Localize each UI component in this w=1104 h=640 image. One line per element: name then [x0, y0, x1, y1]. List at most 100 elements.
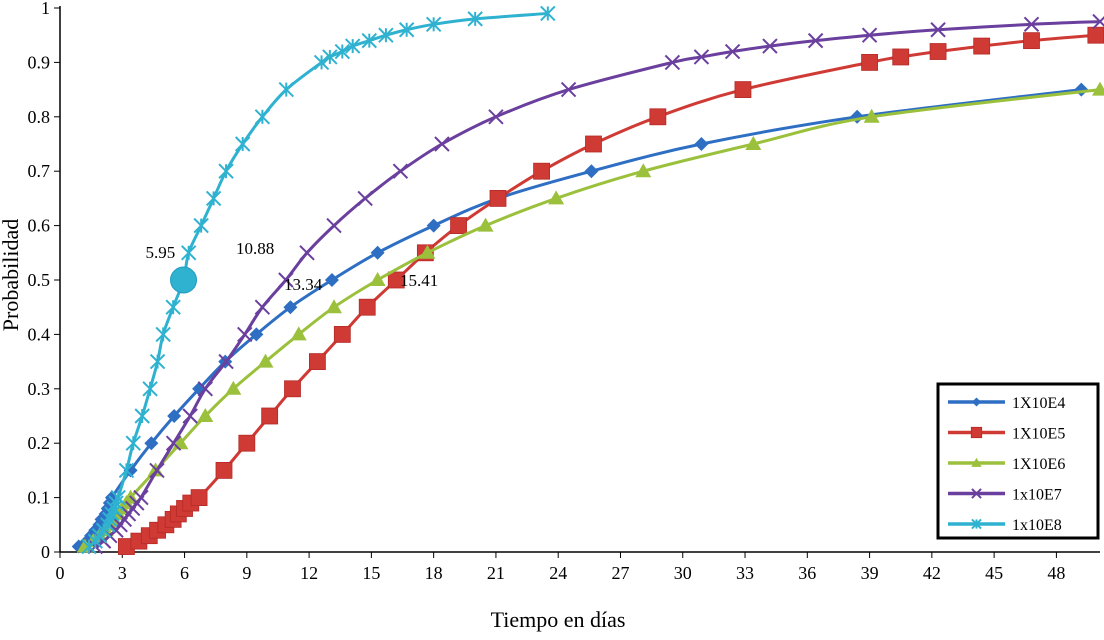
- x-tick-label: 27: [611, 563, 629, 583]
- data-point-square: [284, 380, 301, 398]
- x-axis-label: Tiempo en días: [491, 607, 626, 632]
- x-tick-label: 24: [549, 563, 567, 583]
- data-point-asterisk: [149, 353, 166, 370]
- x-tick-label: 30: [674, 563, 692, 583]
- legend-label: 1x10E8: [1012, 517, 1062, 534]
- data-point-asterisk: [398, 22, 415, 38]
- data-point-square: [261, 407, 279, 425]
- data-point-diamond: [850, 109, 865, 124]
- y-tick-label: 0.5: [28, 270, 51, 290]
- data-point-triangle: [225, 380, 242, 395]
- data-point-diamond: [324, 273, 339, 287]
- data-point-diamond: [971, 397, 982, 407]
- data-point-triangle: [290, 326, 307, 341]
- y-tick-label: 0.2: [28, 433, 51, 453]
- data-point-diamond: [584, 164, 599, 179]
- data-point-triangle: [326, 299, 343, 314]
- x-tick-label: 6: [180, 563, 189, 583]
- data-point-square: [861, 54, 878, 71]
- data-point-asterisk: [254, 109, 271, 125]
- data-point-asterisk: [378, 27, 394, 43]
- legend-item: 1X10E6: [948, 456, 1065, 473]
- data-point-x: [1092, 13, 1104, 30]
- data-point-square: [387, 271, 405, 289]
- annotation-label: 13.34: [284, 275, 323, 294]
- data-point-x: [560, 81, 577, 98]
- legend-label: 1X10E6: [1012, 456, 1065, 473]
- data-point-asterisk: [467, 11, 483, 27]
- data-point-triangle: [548, 190, 565, 205]
- data-point-asterisk: [540, 5, 556, 22]
- data-point-square: [649, 108, 667, 126]
- y-tick-label: 0.9: [28, 52, 51, 72]
- data-point-asterisk: [118, 462, 135, 479]
- data-point-diamond: [249, 327, 264, 342]
- y-tick-label: 0.7: [28, 161, 51, 181]
- series-1X10E5: [118, 26, 1104, 555]
- legend-item: 1X10E5: [948, 426, 1065, 443]
- annotation-label: 10.88: [236, 239, 274, 258]
- data-point-square: [358, 298, 376, 316]
- annotation-label: 5.95: [146, 243, 176, 262]
- x-tick-label: 21: [487, 563, 505, 583]
- data-point-asterisk: [110, 489, 126, 506]
- legend-item: 1x10E7: [948, 487, 1062, 504]
- data-point-square: [970, 426, 983, 439]
- data-point-asterisk: [134, 408, 150, 424]
- data-point-x: [392, 163, 409, 179]
- data-point-square: [892, 48, 910, 66]
- data-point-x: [237, 326, 253, 343]
- data-point-asterisk: [278, 81, 294, 98]
- data-point-triangle: [971, 457, 982, 467]
- data-point-square: [450, 217, 467, 235]
- data-point-x: [165, 435, 182, 451]
- x-tick-label: 48: [1047, 563, 1065, 583]
- data-point-asterisk: [218, 163, 234, 179]
- data-point-asterisk: [313, 54, 330, 71]
- y-tick-label: 0.8: [28, 107, 51, 127]
- data-point-x: [254, 299, 271, 315]
- data-point-asterisk: [322, 49, 338, 65]
- x-tick-label: 45: [985, 563, 1003, 583]
- legend: 1X10E4 1X10E5 1X10E6 1x10E7 1x10E8: [936, 382, 1100, 540]
- x-tick-label: 33: [736, 563, 754, 583]
- data-point-asterisk: [125, 435, 141, 451]
- annotation-label: 15.41: [400, 271, 438, 290]
- y-tick-label: 0: [41, 542, 50, 562]
- data-point-diamond: [144, 436, 159, 451]
- data-point-square: [333, 325, 351, 343]
- median-highlight-point: [170, 266, 198, 294]
- y-tick-label: 0.3: [28, 379, 51, 399]
- annotations: 5.95 10.88 13.34 15.41: [146, 239, 439, 294]
- data-point-square: [973, 37, 991, 55]
- data-point-x: [971, 488, 982, 499]
- x-tick-label: 39: [861, 563, 879, 583]
- x-tick-label: 42: [923, 563, 941, 583]
- data-point-square: [309, 353, 326, 371]
- data-point-triangle: [257, 353, 274, 368]
- x-tick-label: 9: [242, 563, 251, 583]
- axes: 0 3 6 9 12 15 18 21 24 27 30 33 36 39 42 45 4800.10.20.3…: [28, 0, 1100, 583]
- data-point-square: [215, 461, 233, 479]
- series-layer: [71, 5, 1104, 555]
- data-point-x: [357, 190, 373, 207]
- data-point-asterisk: [193, 217, 209, 234]
- data-point-diamond: [426, 218, 441, 233]
- data-point-x: [299, 245, 315, 261]
- data-point-x: [326, 217, 342, 234]
- data-point-diamond: [1074, 82, 1089, 97]
- data-point-x: [434, 136, 450, 152]
- data-point-x: [930, 22, 946, 38]
- data-point-diamond: [370, 245, 385, 260]
- data-point-asterisk: [180, 245, 197, 261]
- data-point-asterisk: [234, 136, 251, 152]
- data-point-triangle: [477, 217, 494, 232]
- data-point-x: [861, 27, 878, 43]
- data-point-asterisk: [142, 381, 158, 397]
- x-tick-label: 18: [425, 563, 443, 583]
- legend-item: 1x10E8: [948, 517, 1062, 534]
- data-point-x: [664, 54, 681, 71]
- series-1X10E4: [71, 82, 1089, 554]
- data-point-triangle: [745, 136, 762, 150]
- series-1x10E7: [87, 13, 1104, 555]
